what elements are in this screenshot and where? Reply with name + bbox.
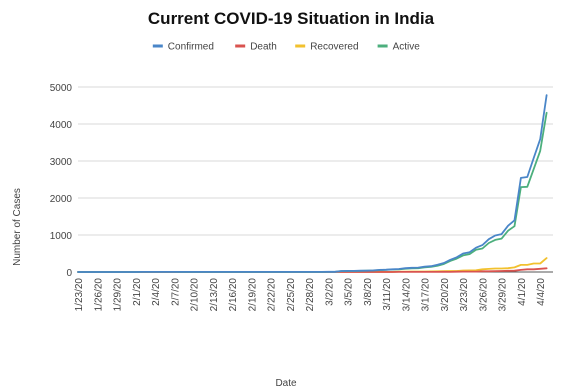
x-tick-label: 2/7/20 <box>170 278 181 306</box>
x-tick-label: 3/23/20 <box>459 278 470 312</box>
x-tick-label: 1/23/20 <box>74 278 85 312</box>
y-tick-label: 5000 <box>50 83 73 94</box>
x-tick-label: 3/14/20 <box>401 278 412 312</box>
x-tick-label: 1/26/20 <box>93 278 104 312</box>
x-tick-label: 3/5/20 <box>344 278 355 306</box>
x-tick-label: 3/2/20 <box>324 278 335 306</box>
y-tick-label: 2000 <box>50 194 73 205</box>
x-tick-label: 2/4/20 <box>151 278 162 306</box>
x-axis-label: Date <box>275 378 297 389</box>
x-tick-label: 3/20/20 <box>440 278 451 312</box>
x-tick-label: 1/29/20 <box>113 278 124 312</box>
x-tick-label: 2/10/20 <box>190 278 201 312</box>
series-layer <box>77 94 548 273</box>
legend-label-active: Active <box>393 42 421 53</box>
x-tick-label: 2/16/20 <box>228 278 239 312</box>
chart-gridlines <box>78 86 553 273</box>
legend-label-confirmed: Confirmed <box>168 42 214 53</box>
x-axis-ticks: 1/23/20 1/26/20 1/29/20 2/1/20 2/4/20 2/7/20 2… <box>74 278 547 312</box>
x-tick-label: 2/13/20 <box>209 278 220 312</box>
x-tick-label: 2/22/20 <box>267 278 278 312</box>
x-tick-label: 3/29/20 <box>498 278 509 312</box>
legend-label-recovered: Recovered <box>310 42 358 53</box>
y-tick-label: 4000 <box>50 120 73 131</box>
x-tick-label: 4/1/20 <box>517 278 528 306</box>
x-tick-label: 3/8/20 <box>363 278 374 306</box>
series-line-confirmed <box>77 94 548 273</box>
y-tick-label: 0 <box>66 268 72 279</box>
y-axis-label: Number of Cases <box>12 188 23 266</box>
chart-legend: Confirmed Death Recovered Active <box>152 42 421 53</box>
x-tick-label: 2/1/20 <box>132 278 143 306</box>
y-axis-ticks: 0 1000 2000 3000 4000 5000 <box>50 83 73 279</box>
x-tick-label: 2/25/20 <box>286 278 297 312</box>
y-tick-label: 1000 <box>50 231 73 242</box>
series-line-recovered <box>77 257 548 273</box>
x-tick-label: 4/4/20 <box>536 278 547 306</box>
x-tick-label: 3/17/20 <box>421 278 432 312</box>
x-tick-label: 2/28/20 <box>305 278 316 312</box>
y-tick-label: 3000 <box>50 157 73 168</box>
x-tick-label: 3/26/20 <box>478 278 489 312</box>
legend-label-death: Death <box>250 42 277 53</box>
x-tick-label: 3/11/20 <box>382 278 393 311</box>
chart-title: Current COVID-19 Situation in India <box>148 9 435 28</box>
x-tick-label: 2/19/20 <box>247 278 258 312</box>
